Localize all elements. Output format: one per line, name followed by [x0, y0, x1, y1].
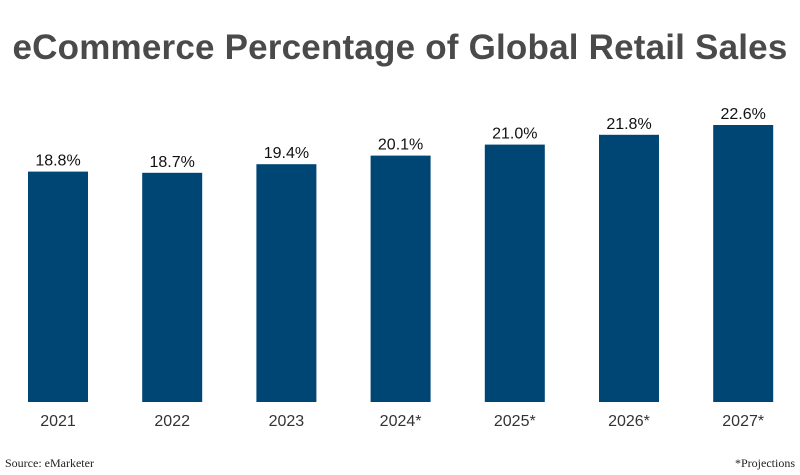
bar-2025*	[484, 144, 545, 402]
bar-2021	[28, 171, 88, 402]
bar-2024*	[370, 155, 431, 402]
chart-title: eCommerce Percentage of Global Retail Sa…	[12, 28, 788, 67]
bar-2026*	[599, 134, 659, 403]
data-label: 22.6%	[721, 106, 766, 123]
data-label: 21.8%	[606, 116, 651, 133]
data-label: 18.7%	[150, 154, 195, 171]
x-tick-label: 2024*	[380, 413, 422, 430]
source-note: Source: eMarketer	[5, 456, 94, 470]
x-tick-label: 2027*	[722, 413, 764, 430]
x-tick-label: 2021	[40, 413, 76, 430]
data-label: 19.4%	[264, 145, 309, 162]
projections-footnote: *Projections	[735, 456, 795, 470]
bar-2027*	[713, 125, 774, 402]
data-label: 20.1%	[378, 137, 423, 154]
data-label: 18.8%	[35, 153, 80, 170]
x-tick-label: 2026*	[608, 413, 650, 430]
bar-2022	[142, 172, 203, 402]
x-tick-label: 2025*	[494, 413, 536, 430]
bar-2023	[256, 164, 317, 402]
data-label: 21.0%	[492, 126, 537, 143]
x-tick-label: 2023	[269, 413, 305, 430]
x-tick-label: 2022	[154, 413, 190, 430]
